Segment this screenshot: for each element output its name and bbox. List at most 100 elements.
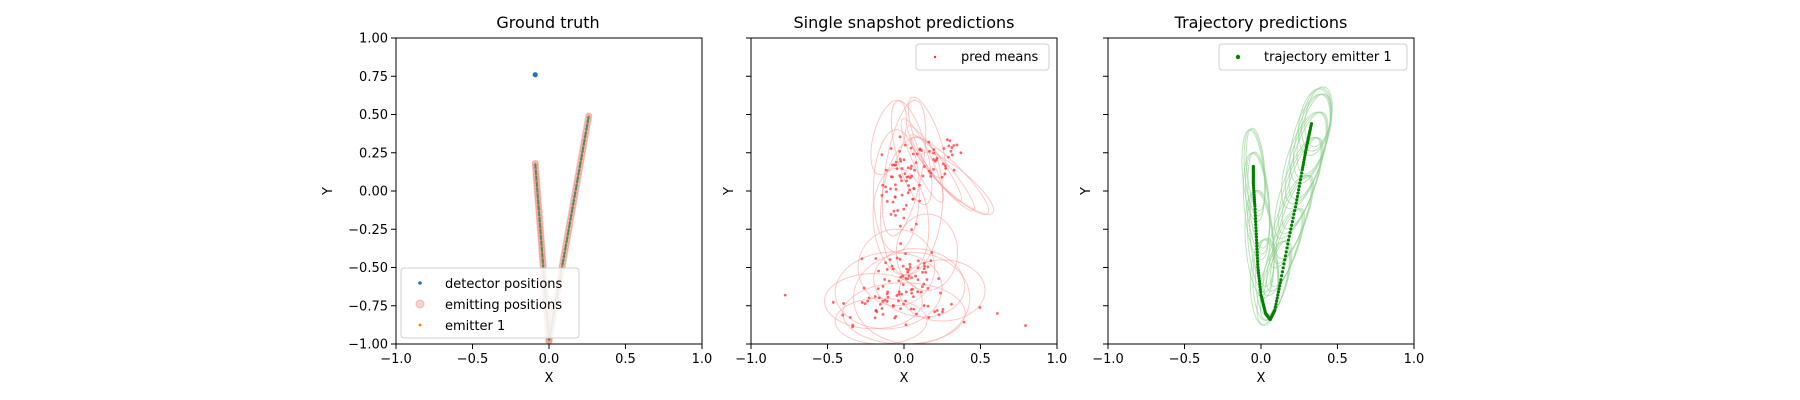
- pred-mean-point: [866, 299, 870, 303]
- pred-mean-point: [903, 172, 907, 176]
- pred-mean-point: [914, 274, 917, 278]
- trajectory-point: [1254, 235, 1259, 239]
- trajectory-point: [1297, 188, 1301, 192]
- pred-mean-point: [906, 166, 910, 170]
- legend-label: pred means: [961, 50, 1039, 65]
- pred-mean-point: [946, 155, 950, 159]
- emitter-1-point: [535, 180, 538, 183]
- pred-mean-point: [916, 290, 919, 294]
- trajectory-point: [1285, 246, 1289, 250]
- pred-mean-point: [942, 147, 946, 150]
- pred-ellipse: [873, 248, 966, 318]
- legend-label: trajectory emitter 1: [1264, 50, 1392, 65]
- x-tick-label: −0.5: [812, 352, 844, 367]
- chart-title: Ground truth: [496, 13, 599, 32]
- emitter-1-point: [586, 122, 589, 125]
- pred-mean-point: [899, 275, 903, 279]
- trajectory-point: [1257, 276, 1261, 281]
- pred-mean-point: [909, 307, 913, 311]
- emitter-1-point: [540, 239, 543, 242]
- plot-area: [783, 96, 1027, 344]
- trajectory-point: [1280, 274, 1284, 278]
- pred-mean-point: [926, 286, 930, 290]
- pred-ellipse: [881, 99, 927, 237]
- pred-mean-point: [919, 290, 923, 294]
- legend: detector positions emitting positions em…: [400, 267, 580, 339]
- pred-mean-point: [783, 293, 787, 297]
- trajectory-point: [1292, 212, 1296, 216]
- pred-mean-point: [874, 257, 878, 260]
- y-tick-label: 0.00: [359, 185, 388, 200]
- trajectory-point: [1253, 213, 1257, 218]
- trajectory-point: [1256, 259, 1260, 263]
- trajectory-point: [1297, 184, 1301, 189]
- pred-mean-point: [883, 298, 887, 302]
- trajectory-point: [1294, 201, 1298, 205]
- pred-mean-point: [978, 306, 982, 309]
- pred-mean-point: [909, 146, 913, 150]
- emitter-1-point: [534, 162, 537, 165]
- pred-ellipse: [921, 151, 995, 215]
- pred-mean-point: [895, 294, 899, 297]
- trajectory-point: [1290, 220, 1294, 224]
- pred-mean-point: [904, 290, 908, 294]
- panel-trajectory: Trajectory predictions −1.0 −0.5 0.0 0.5 1.0…: [1079, 13, 1424, 386]
- pred-mean-point: [922, 304, 926, 307]
- pred-mean-point: [912, 187, 916, 191]
- trajectory-point: [1291, 216, 1295, 220]
- trajectory-point: [1253, 202, 1257, 206]
- trajectory-point: [1253, 207, 1257, 211]
- trajectory-point: [1254, 223, 1258, 227]
- trajectory-point: [1299, 174, 1303, 178]
- pred-ellipse: [900, 118, 944, 203]
- trajectory-point: [1253, 210, 1257, 215]
- y-axis-label: Y: [1079, 187, 1094, 196]
- pred-mean-point: [902, 216, 906, 220]
- pred-mean-point: [863, 302, 867, 306]
- trajectory-point: [1258, 282, 1262, 286]
- emitter-1-point: [570, 212, 573, 215]
- x-tick-label: 0.0: [539, 352, 560, 367]
- pred-mean-point: [927, 140, 931, 144]
- trajectory-point: [1296, 191, 1300, 195]
- pred-mean-point: [900, 292, 904, 296]
- pred-mean-point: [895, 167, 899, 170]
- legend-label: emitting positions: [445, 298, 562, 313]
- pred-mean-point: [947, 144, 951, 148]
- pred-mean-point: [910, 164, 913, 168]
- pred-mean-point: [949, 149, 953, 153]
- trajectory-point: [1300, 167, 1304, 172]
- trajectory-point: [1252, 188, 1256, 192]
- emitter-1-point: [538, 209, 540, 212]
- x-tick-label: 1.0: [1404, 352, 1425, 367]
- pred-mean-point: [907, 184, 910, 187]
- x-tick-label: 0.5: [1327, 352, 1348, 367]
- emitter-1-point: [561, 265, 564, 267]
- trajectory-point: [1295, 194, 1300, 199]
- detector-position: [532, 72, 538, 78]
- trajectory-point: [1275, 299, 1279, 303]
- emitter-1-point: [564, 250, 566, 252]
- pred-mean-point: [883, 278, 887, 281]
- pred-mean-point: [893, 195, 897, 199]
- x-tick-label: 1.0: [1047, 352, 1068, 367]
- x-tick-label: 0.5: [970, 352, 991, 367]
- pred-mean-point: [945, 138, 949, 142]
- pred-mean-point: [902, 158, 906, 162]
- pred-mean-point: [898, 257, 902, 261]
- pred-mean-point: [952, 144, 956, 147]
- pred-mean-point: [908, 263, 912, 266]
- trajectory-point: [1309, 122, 1314, 126]
- trajectory-point: [1254, 220, 1258, 224]
- emitter-1-point: [573, 197, 576, 200]
- pred-ellipse: [910, 136, 990, 216]
- pred-mean-point: [962, 320, 966, 324]
- trajectory-point: [1275, 296, 1279, 300]
- pred-mean-point: [918, 147, 922, 151]
- trajectory-point: [1278, 284, 1282, 288]
- trajectory-ellipse: [1249, 189, 1275, 287]
- pred-mean-point: [916, 259, 920, 263]
- x-axis-label: X: [900, 371, 909, 386]
- pred-mean-point: [885, 190, 888, 194]
- trajectory-point: [1255, 247, 1259, 251]
